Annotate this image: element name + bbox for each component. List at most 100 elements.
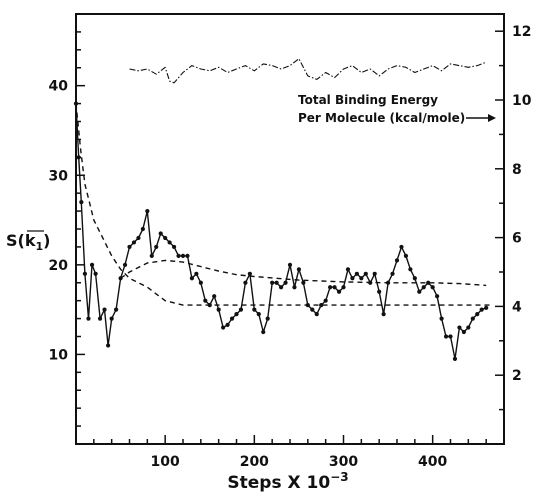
- series-point: [89, 262, 95, 267]
- series-point: [154, 244, 159, 250]
- series-point: [287, 262, 293, 267]
- series-point: [167, 240, 172, 245]
- series-point: [176, 253, 181, 258]
- x-axis-title: Steps X 10−3: [227, 470, 348, 493]
- series-point: [243, 280, 248, 285]
- series-point: [131, 240, 137, 245]
- series-point: [390, 271, 395, 276]
- y-right-tick-label: 6: [512, 231, 522, 247]
- y-left-tick-label: 20: [49, 258, 69, 274]
- series-line-1: [75, 103, 491, 306]
- x-tick-label: 200: [240, 454, 269, 470]
- series-point: [109, 316, 114, 321]
- series-point: [122, 262, 128, 267]
- series-point: [171, 244, 177, 250]
- series-line-2: [120, 259, 487, 287]
- series-point: [216, 307, 221, 312]
- series-point: [328, 285, 333, 290]
- series-point: [203, 298, 208, 303]
- series-point: [79, 200, 84, 205]
- series-point: [301, 280, 306, 285]
- series-point: [292, 285, 297, 290]
- x-tick-label: 400: [418, 454, 447, 470]
- series-point: [475, 312, 480, 317]
- series-point: [189, 276, 195, 281]
- annotation-line-2: Per Molecule (kcal/mole): [298, 111, 465, 125]
- series-point: [76, 155, 81, 160]
- x-tick-label: 300: [329, 454, 358, 470]
- annotation-line-1: Total Binding Energy: [298, 93, 438, 107]
- series-point: [435, 294, 440, 299]
- series-point: [97, 316, 103, 321]
- series-point: [296, 267, 302, 272]
- series-point: [106, 343, 111, 348]
- series-point: [229, 316, 235, 321]
- series-point: [238, 307, 244, 312]
- series-point: [484, 305, 489, 310]
- series-point: [452, 356, 458, 361]
- series-point: [136, 235, 141, 241]
- series-point: [278, 285, 284, 290]
- series-point: [270, 280, 275, 285]
- series-point: [185, 253, 190, 258]
- y-right-tick-label: 2: [512, 368, 522, 384]
- series-point: [381, 312, 386, 317]
- y-right-tick-label: 8: [512, 162, 522, 178]
- y-axis-left-title-main: S(k: [6, 231, 36, 250]
- y-axis-left-title-sub: 1: [35, 240, 43, 253]
- series-line-0: [75, 103, 487, 360]
- series-point: [212, 294, 217, 299]
- series-point: [127, 244, 132, 250]
- series-point: [252, 307, 257, 312]
- series-layer: [73, 58, 491, 361]
- series-point: [180, 253, 186, 258]
- series-point: [457, 325, 462, 330]
- y-left-tick-label: 40: [49, 79, 69, 95]
- series-line-3: [129, 58, 487, 84]
- series-point: [158, 231, 163, 236]
- ticks: 100 200 300 400 10 20 30 40 2 4 6 8 10 12: [49, 24, 532, 470]
- series-point: [417, 289, 422, 294]
- series-point: [359, 276, 364, 281]
- series-point: [461, 329, 466, 335]
- series-point: [140, 226, 145, 232]
- series-point: [319, 303, 324, 308]
- series-point: [403, 253, 409, 258]
- series-point: [198, 280, 203, 285]
- plot-frame: [75, 13, 505, 445]
- series-point: [345, 267, 351, 272]
- series-point: [145, 208, 150, 214]
- y-right-tick-label: 12: [512, 24, 531, 40]
- y-axis-left-title-close: ): [43, 231, 50, 250]
- series-point: [225, 322, 230, 327]
- series-point: [470, 316, 475, 321]
- series-point: [82, 271, 88, 276]
- y-right-tick-label: 10: [512, 93, 532, 109]
- series-point: [114, 307, 119, 312]
- x-tick-label: 100: [151, 454, 180, 470]
- series-point: [163, 235, 168, 241]
- series-point: [479, 307, 484, 312]
- series-point: [332, 285, 337, 290]
- series-point: [439, 316, 444, 321]
- series-point: [426, 280, 431, 285]
- series-point: [274, 280, 279, 285]
- series-point: [399, 244, 404, 250]
- series-point: [421, 285, 426, 290]
- series-point: [256, 312, 261, 317]
- series-point: [443, 334, 449, 339]
- series-point: [372, 271, 377, 276]
- series-point: [408, 267, 413, 272]
- x-axis-title-exponent: −3: [330, 470, 348, 484]
- x-axis-title-main: Steps X 10: [227, 473, 330, 493]
- series-point: [412, 276, 417, 281]
- series-point: [261, 329, 266, 335]
- y-left-tick-label: 30: [49, 168, 69, 184]
- series-point: [336, 289, 342, 294]
- series-point: [430, 285, 435, 290]
- series-point: [448, 334, 453, 339]
- series-point: [466, 325, 471, 330]
- series-point: [265, 316, 270, 321]
- annotation-arrow-head: [488, 114, 496, 122]
- y-right-tick-label: 4: [512, 299, 522, 315]
